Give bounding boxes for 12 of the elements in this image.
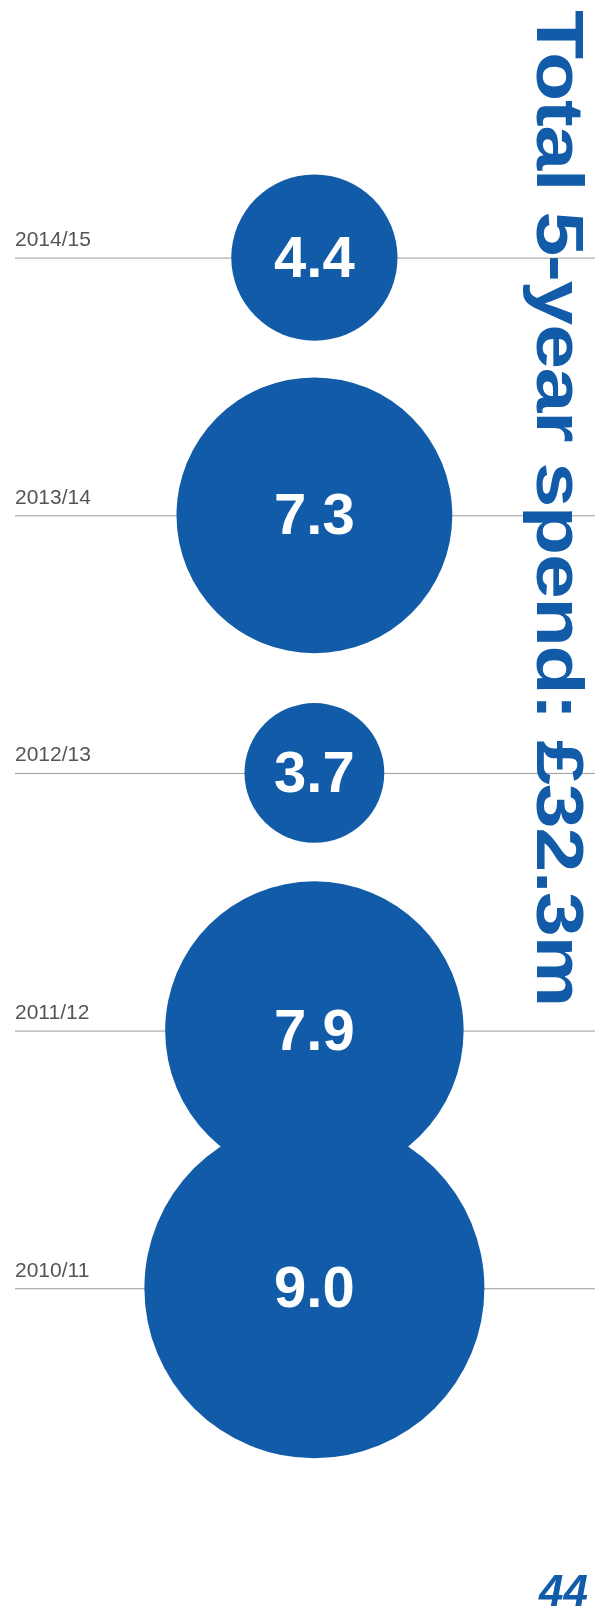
category-label: 2010/11 — [15, 1257, 90, 1281]
category-label: 2012/13 — [15, 742, 91, 766]
data-label: 3.7 — [274, 738, 355, 804]
text: Total 5-year spend: £32.3m — [522, 10, 598, 1007]
data-label: 9.0 — [274, 1254, 355, 1320]
data-label: 7.9 — [274, 996, 355, 1062]
data-label: 4.4 — [274, 223, 355, 289]
category-label: 2014/15 — [15, 226, 91, 250]
category-label: 2013/14 — [15, 484, 92, 508]
data-label: 7.3 — [274, 481, 355, 547]
text: 44 — [539, 1566, 588, 1616]
category-label: 2011/12 — [15, 999, 90, 1023]
